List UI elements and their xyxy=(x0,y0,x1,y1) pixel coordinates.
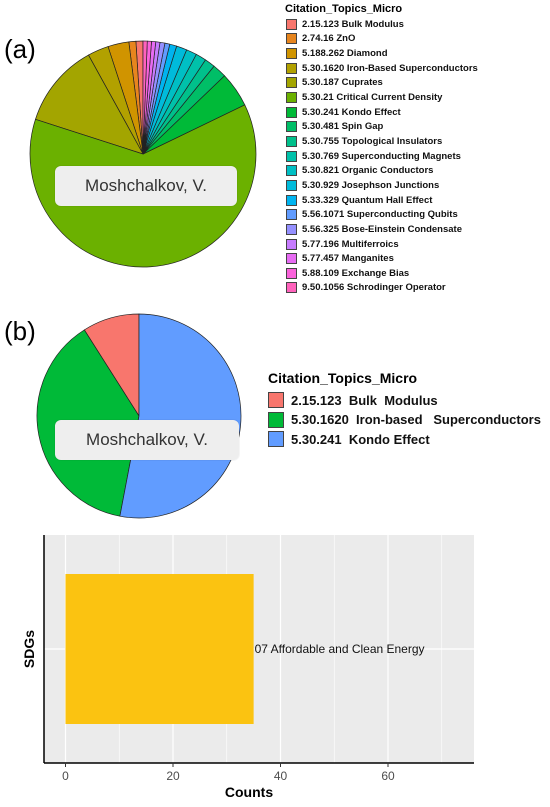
legend-a-swatch xyxy=(286,209,297,221)
legend-a-swatch xyxy=(286,121,297,133)
legend-a-swatch xyxy=(286,62,297,74)
y-axis-title: SDGs xyxy=(21,630,37,668)
legend-b-item-5-30-1620-iron-based-superconductors: 5.30.1620 Iron-based Superconductors xyxy=(268,411,541,429)
panel-a-label: (a) xyxy=(4,34,36,64)
legend-a-item-5-77-196-multiferroics: 5.77.196 Multiferroics xyxy=(286,237,399,252)
legend-a-label: 5.88.109 Exchange Bias xyxy=(302,267,410,279)
legend-a-swatch xyxy=(286,223,297,235)
legend-a-label: 5.30.187 Cuprates xyxy=(302,77,383,89)
legend-a-swatch xyxy=(286,33,297,45)
pie-b-slice-5-30-241-kondo-effect xyxy=(119,313,242,519)
legend-a-label: 5.30.241 Kondo Effect xyxy=(302,106,401,118)
legend-a-label: 5.77.457 Manganites xyxy=(302,253,394,265)
legend-b-swatch xyxy=(268,431,284,447)
legend-b-title: Citation_Topics_Micro xyxy=(268,370,418,386)
bar-chart: 07 Affordable and Clean Energy 0 20 40 60 Cou… xyxy=(21,535,474,800)
legend-b-label: 2.15.123 Bulk Modulus xyxy=(291,392,438,408)
legend-a-item-5-30-481-spin-gap: 5.30.481 Spin Gap xyxy=(286,120,383,135)
pie-chart-a xyxy=(29,40,257,268)
legend-b-label: 5.30.1620 Iron-based Superconductors xyxy=(291,412,541,427)
legend-a-item-5-30-821-organic-conductors: 5.30.821 Organic Conductors xyxy=(286,164,433,179)
legend-a-swatch xyxy=(286,238,297,250)
legend-a-swatch xyxy=(286,77,297,89)
legend-a-swatch xyxy=(286,267,297,279)
legend-b-swatch xyxy=(268,392,284,408)
legend-b: 2.15.123 Bulk Modulus 5.30.1620 Iron-base… xyxy=(268,391,548,451)
legend-b-item-5-30-241-kondo-effect: 5.30.241 Kondo Effect xyxy=(268,430,430,448)
legend-a-title: Citation_Topics_Micro xyxy=(285,3,403,15)
legend-a-swatch xyxy=(286,194,297,206)
legend-a-label: 5.56.1071 Superconducting Qubits xyxy=(302,209,458,221)
legend-a-item-5-77-457-manganites: 5.77.457 Manganites xyxy=(286,251,394,266)
legend-a-item-9-50-1056-schrodinger-operator: 9.50.1056 Schrodinger Operator xyxy=(286,281,446,296)
bar-07-affordable-and-clean-energy xyxy=(65,574,254,724)
pie-a-annotation: Moshchalkov, V. xyxy=(55,166,237,206)
legend-a-swatch xyxy=(286,282,297,294)
legend-a-swatch xyxy=(286,18,297,30)
legend-a-swatch xyxy=(286,150,297,162)
legend-a-label: 2.15.123 Bulk Modulus xyxy=(302,18,404,30)
x-axis-title: Counts xyxy=(225,784,273,800)
legend-a-item-5-56-325-bose-einstein-condensate: 5.56.325 Bose-Einstein Condensate xyxy=(286,222,462,237)
legend-a: 2.15.123 Bulk Modulus 2.74.16 ZnO 5.188.26… xyxy=(286,17,546,302)
legend-a-item-5-188-262-diamond: 5.188.262 Diamond xyxy=(286,46,388,61)
legend-a-label: 5.30.481 Spin Gap xyxy=(302,121,384,133)
legend-a-label: 5.30.755 Topological Insulators xyxy=(302,135,443,147)
legend-a-label: 5.30.821 Organic Conductors xyxy=(302,165,434,177)
legend-a-swatch xyxy=(286,165,297,177)
x-tick-label: 20 xyxy=(166,769,180,783)
legend-a-item-5-30-929-josephson-junctions: 5.30.929 Josephson Junctions xyxy=(286,178,439,193)
legend-a-item-5-30-755-topological-insulators: 5.30.755 Topological Insulators xyxy=(286,134,442,149)
legend-a-swatch xyxy=(286,48,297,60)
x-tick-label: 60 xyxy=(381,769,395,783)
legend-a-swatch xyxy=(286,253,297,265)
legend-b-item-2-15-123-bulk-modulus: 2.15.123 Bulk Modulus xyxy=(268,391,438,409)
legend-a-item-5-88-109-exchange-bias: 5.88.109 Exchange Bias xyxy=(286,266,409,281)
x-tick-label: 0 xyxy=(62,769,69,783)
x-tick-label: 40 xyxy=(274,769,288,783)
legend-a-item-5-33-329-quantum-hall-effect: 5.33.329 Quantum Hall Effect xyxy=(286,193,432,208)
legend-a-swatch xyxy=(286,179,297,191)
legend-a-item-5-30-21-critical-current-density: 5.30.21 Critical Current Density xyxy=(286,90,442,105)
legend-a-label: 9.50.1056 Schrodinger Operator xyxy=(302,282,446,294)
legend-a-label: 5.30.1620 Iron-Based Superconductors xyxy=(302,62,478,74)
legend-b-swatch xyxy=(268,411,284,428)
legend-a-item-2-74-16-zno: 2.74.16 ZnO xyxy=(286,32,355,47)
pie-b-annotation: Moshchalkov, V. xyxy=(55,420,239,460)
legend-a-label: 5.188.262 Diamond xyxy=(302,48,388,60)
legend-a-label: 5.30.21 Critical Current Density xyxy=(302,92,443,104)
legend-a-label: 5.30.769 Superconducting Magnets xyxy=(302,150,461,162)
legend-a-item-5-56-1071-superconducting-qubits: 5.56.1071 Superconducting Qubits xyxy=(286,207,458,222)
legend-a-item-5-30-769-superconducting-magnets: 5.30.769 Superconducting Magnets xyxy=(286,149,461,164)
legend-a-label: 5.33.329 Quantum Hall Effect xyxy=(302,194,433,206)
legend-a-label: 5.77.196 Multiferroics xyxy=(302,238,399,250)
legend-a-label: 5.30.929 Josephson Junctions xyxy=(302,179,440,191)
legend-a-swatch xyxy=(286,92,297,104)
legend-a-item-5-30-187-cuprates: 5.30.187 Cuprates xyxy=(286,76,383,91)
pie-a-slice-5-30-187-cuprates xyxy=(35,54,144,155)
bar-category-label: 07 Affordable and Clean Energy xyxy=(255,642,425,656)
legend-a-item-2-15-123-bulk-modulus: 2.15.123 Bulk Modulus xyxy=(286,17,404,32)
legend-a-swatch xyxy=(286,135,297,147)
legend-a-item-5-30-1620-iron-based-superconductors: 5.30.1620 Iron-Based Superconductors xyxy=(286,61,478,76)
legend-b-label: 5.30.241 Kondo Effect xyxy=(291,431,430,447)
pie-a-slice-9-50-1056-schrodinger-operator xyxy=(142,40,148,155)
legend-a-item-5-30-241-kondo-effect: 5.30.241 Kondo Effect xyxy=(286,105,401,120)
panel-b-label: (b) xyxy=(4,316,36,346)
legend-a-swatch xyxy=(286,106,297,118)
legend-a-label: 5.56.325 Bose-Einstein Condensate xyxy=(302,223,462,235)
legend-a-label: 2.74.16 ZnO xyxy=(302,33,356,45)
